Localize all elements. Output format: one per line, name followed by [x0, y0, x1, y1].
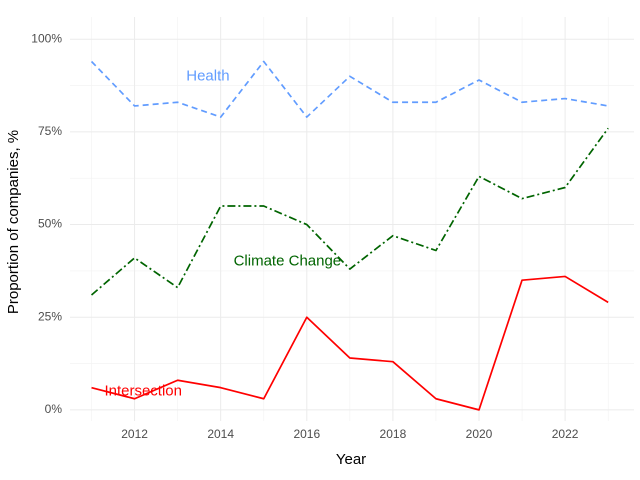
series-label-climate-change: Climate Change	[234, 253, 342, 270]
x-tick-label: 2020	[466, 427, 493, 441]
series-labels: Health Climate Change Intersection	[104, 67, 341, 399]
y-tick-label: 25%	[38, 309, 62, 323]
y-axis-title: Proportion of companies, %	[5, 130, 22, 314]
series-label-health: Health	[186, 67, 229, 84]
x-axis-title: Year	[336, 451, 366, 468]
series-label-intersection: Intersection	[104, 382, 182, 399]
x-tick-label: 2022	[552, 427, 579, 441]
y-tick-label: 0%	[45, 402, 63, 416]
y-tick-label: 75%	[38, 124, 62, 138]
x-tick-label: 2012	[121, 427, 148, 441]
series-line-climate-change	[90, 127, 609, 296]
minor-gridlines	[70, 17, 634, 421]
series-lines	[90, 60, 609, 411]
y-axis-tick-labels: 0% 25% 50% 75% 100%	[31, 31, 62, 416]
x-tick-label: 2016	[293, 427, 320, 441]
x-tick-label: 2014	[207, 427, 234, 441]
y-tick-label: 50%	[38, 217, 62, 231]
x-axis-tick-labels: 2012 2014 2016 2018 2020 2022	[121, 427, 579, 441]
x-tick-label: 2018	[380, 427, 407, 441]
y-tick-label: 100%	[31, 31, 62, 45]
series-line-intersection	[91, 275, 609, 411]
series-line-health	[90, 60, 609, 118]
major-gridlines	[70, 17, 634, 421]
